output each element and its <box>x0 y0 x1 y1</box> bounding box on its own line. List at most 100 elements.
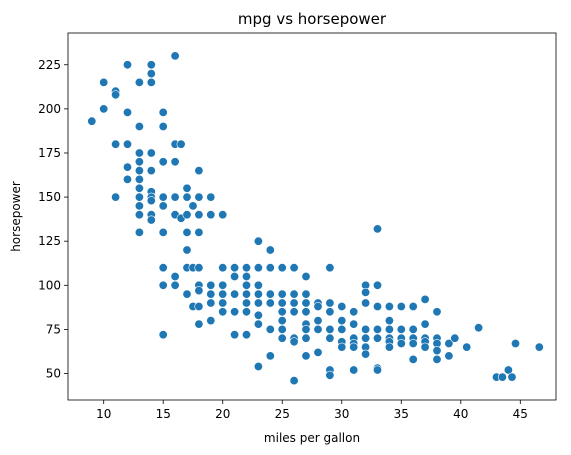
data-point <box>158 201 168 211</box>
data-point <box>265 298 275 308</box>
data-point <box>134 122 144 132</box>
data-point <box>372 301 382 311</box>
data-point <box>325 333 335 343</box>
data-point <box>384 316 394 326</box>
data-point <box>158 107 168 117</box>
data-point <box>450 333 460 343</box>
data-point <box>158 122 168 132</box>
data-point <box>99 104 109 114</box>
data-point <box>372 333 382 343</box>
data-point <box>444 338 454 348</box>
data-point <box>146 77 156 87</box>
data-point <box>265 351 275 361</box>
data-point <box>242 289 252 299</box>
x-tick-label: 30 <box>334 407 349 421</box>
data-point <box>230 263 240 273</box>
data-point <box>123 60 133 70</box>
data-point <box>194 263 204 273</box>
data-point <box>313 347 323 357</box>
data-point <box>289 263 299 273</box>
y-tick-label: 150 <box>38 190 61 204</box>
data-point <box>206 316 216 326</box>
data-point <box>396 324 406 334</box>
x-tick-label: 40 <box>453 407 468 421</box>
data-point <box>230 289 240 299</box>
data-point <box>301 307 311 317</box>
data-point <box>158 280 168 290</box>
data-point <box>218 280 228 290</box>
data-point <box>349 342 359 352</box>
x-tick-label: 45 <box>513 407 528 421</box>
data-point <box>134 210 144 220</box>
data-point <box>289 298 299 308</box>
data-point <box>206 280 216 290</box>
data-point <box>534 342 544 352</box>
data-point <box>361 333 371 343</box>
data-point <box>510 338 520 348</box>
data-point <box>146 166 156 176</box>
data-point <box>277 333 287 343</box>
data-point <box>462 342 472 352</box>
data-point <box>253 280 263 290</box>
y-axis: 50 75 100 125 150 175 200 225 <box>38 58 68 381</box>
data-point <box>182 289 192 299</box>
x-axis: 10 15 20 25 30 35 40 45 <box>96 400 528 421</box>
data-point <box>384 301 394 311</box>
data-point <box>242 271 252 281</box>
data-point <box>313 324 323 334</box>
data-point <box>134 148 144 158</box>
data-point <box>325 298 335 308</box>
data-point <box>337 324 347 334</box>
data-point <box>194 166 204 176</box>
data-point <box>503 365 513 375</box>
data-point <box>301 324 311 334</box>
data-point <box>182 227 192 237</box>
data-point <box>111 90 121 100</box>
y-tick-label: 75 <box>46 322 61 336</box>
data-point <box>230 307 240 317</box>
data-point <box>396 338 406 348</box>
data-point <box>194 227 204 237</box>
data-point <box>242 263 252 273</box>
data-point <box>146 196 156 206</box>
data-point <box>134 157 144 167</box>
data-point <box>146 60 156 70</box>
data-point <box>182 245 192 255</box>
data-point <box>349 307 359 317</box>
data-points <box>87 51 544 386</box>
data-point <box>384 324 394 334</box>
data-point <box>253 319 263 329</box>
data-point <box>218 210 228 220</box>
data-point <box>408 354 418 364</box>
data-point <box>474 323 484 333</box>
x-tick-label: 25 <box>275 407 290 421</box>
data-point <box>301 351 311 361</box>
y-tick-label: 50 <box>46 367 61 381</box>
y-axis-label: horsepower <box>9 181 23 252</box>
data-point <box>253 298 263 308</box>
data-point <box>176 139 186 149</box>
x-tick-label: 35 <box>394 407 409 421</box>
data-point <box>218 307 228 317</box>
data-point <box>194 319 204 329</box>
data-point <box>265 324 275 334</box>
data-point <box>301 333 311 343</box>
data-point <box>289 289 299 299</box>
data-point <box>218 289 228 299</box>
y-tick-label: 225 <box>38 58 61 72</box>
data-point <box>242 330 252 340</box>
data-point <box>170 157 180 167</box>
data-point <box>206 192 216 202</box>
data-point <box>206 289 216 299</box>
data-point <box>146 69 156 79</box>
data-point <box>242 280 252 290</box>
plot-frame <box>67 32 557 401</box>
data-point <box>408 324 418 334</box>
data-point <box>313 301 323 311</box>
data-point <box>277 263 287 273</box>
data-point <box>134 183 144 193</box>
data-point <box>420 294 430 304</box>
data-point <box>361 324 371 334</box>
data-point <box>349 365 359 375</box>
